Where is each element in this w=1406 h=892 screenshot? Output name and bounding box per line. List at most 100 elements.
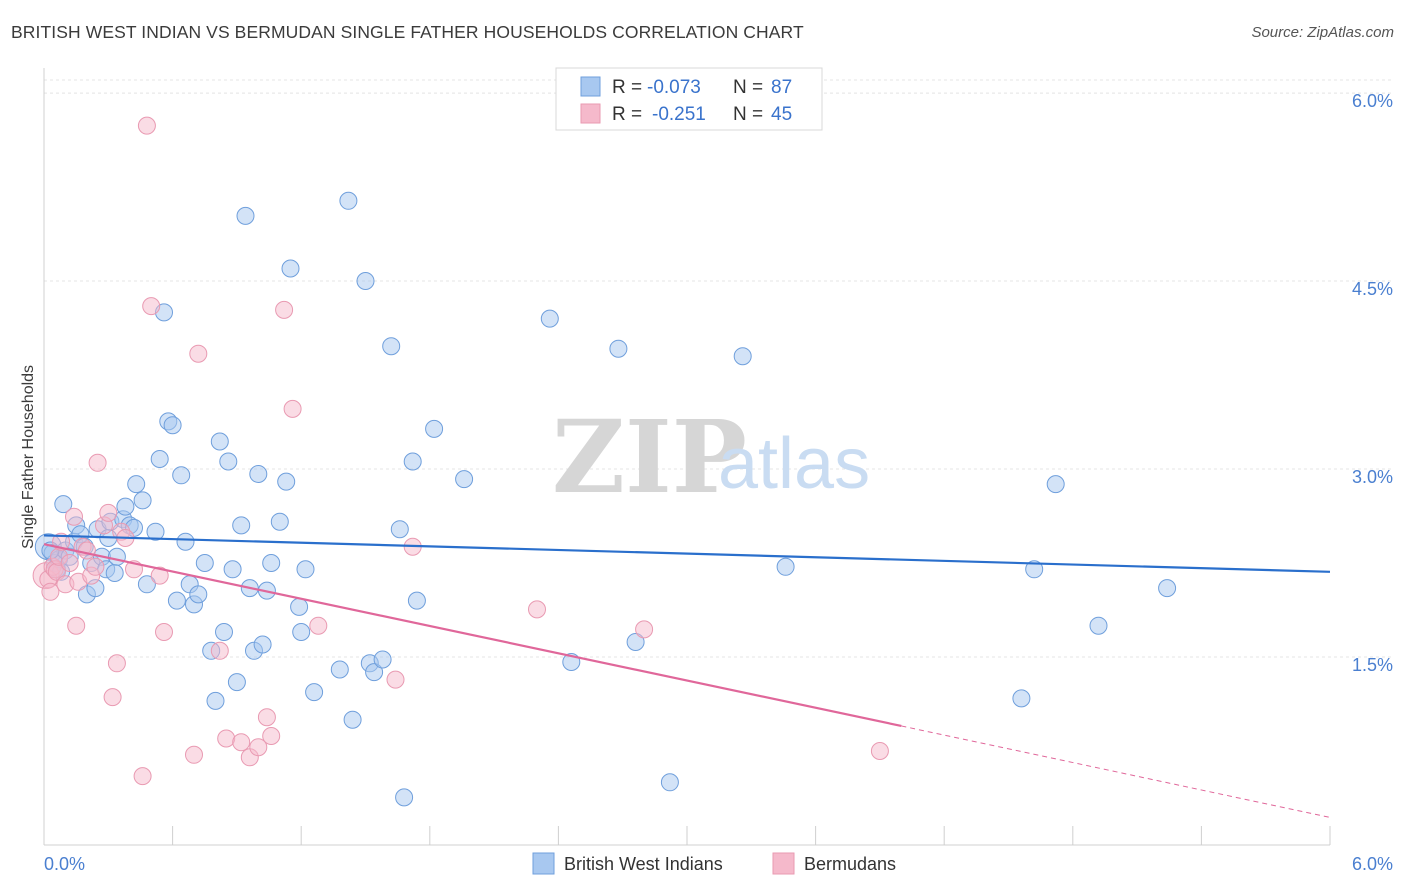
point-british-west-indian bbox=[206, 691, 225, 710]
trend-lines bbox=[43, 534, 1331, 818]
legend-swatch-pink bbox=[772, 852, 795, 875]
point-british-west-indian bbox=[733, 347, 752, 366]
point-bermudan bbox=[103, 688, 122, 707]
watermark-zip: ZIP bbox=[552, 398, 747, 516]
point-british-west-indian bbox=[281, 259, 300, 278]
point-british-west-indian bbox=[395, 788, 414, 807]
stats-n-label-blue: N = bbox=[733, 77, 763, 98]
point-british-west-indian bbox=[219, 452, 238, 471]
legend-swatch-blue bbox=[532, 852, 555, 875]
point-bermudan bbox=[257, 708, 276, 727]
point-british-west-indian bbox=[163, 416, 182, 435]
source-label: Source: ZipAtlas.com bbox=[1251, 24, 1394, 41]
y-tick-label: 3.0% bbox=[1352, 467, 1393, 487]
stats-r-label-blue: R = bbox=[612, 77, 642, 98]
stats-r-label-pink: R = bbox=[612, 104, 642, 125]
point-british-west-indian bbox=[189, 585, 208, 604]
point-bermudan bbox=[249, 738, 268, 757]
point-british-west-indian bbox=[330, 660, 349, 679]
point-british-west-indian bbox=[407, 591, 426, 610]
stats-r-value-pink: -0.251 bbox=[652, 104, 706, 125]
point-british-west-indian bbox=[236, 206, 255, 225]
point-bermudan bbox=[870, 742, 889, 760]
point-bermudan bbox=[185, 745, 203, 764]
point-british-west-indian bbox=[296, 560, 315, 579]
trend-line-bermudans bbox=[43, 543, 902, 728]
stats-swatch-blue bbox=[580, 76, 601, 97]
point-bermudan bbox=[635, 620, 654, 639]
point-british-west-indian bbox=[373, 650, 392, 669]
point-british-west-indian bbox=[262, 554, 281, 572]
point-british-west-indian bbox=[176, 532, 195, 551]
y-tick-labels: 1.5% 3.0% 4.5% 6.0% bbox=[1352, 91, 1393, 675]
point-british-west-indian bbox=[292, 623, 311, 641]
point-british-west-indian bbox=[356, 272, 375, 290]
stats-n-value-blue: 87 bbox=[771, 77, 792, 98]
point-british-west-indian bbox=[455, 470, 474, 489]
point-british-west-indian bbox=[167, 591, 186, 610]
point-british-west-indian bbox=[540, 309, 559, 328]
point-bermudan bbox=[60, 554, 79, 572]
x-tick-labels: 0.0% 6.0% bbox=[44, 854, 1393, 874]
point-british-west-indian bbox=[403, 452, 422, 471]
watermark-atlas: atlas bbox=[718, 424, 870, 504]
y-tick-label: 6.0% bbox=[1352, 91, 1393, 111]
point-bermudan bbox=[528, 600, 546, 619]
point-british-west-indian bbox=[1158, 579, 1177, 598]
y-tick-label: 1.5% bbox=[1352, 655, 1393, 675]
watermark: ZIP atlas bbox=[552, 398, 870, 516]
point-british-west-indian bbox=[390, 520, 409, 539]
point-british-west-indian bbox=[253, 635, 272, 654]
point-british-west-indian bbox=[146, 522, 165, 541]
point-british-west-indian bbox=[210, 432, 229, 451]
legend-label-bermudans: Bermudans bbox=[804, 854, 896, 874]
point-bermudan bbox=[232, 733, 251, 752]
point-british-west-indian bbox=[249, 465, 268, 483]
point-british-west-indian bbox=[232, 516, 251, 535]
point-british-west-indian bbox=[277, 472, 296, 491]
y-tick-label: 4.5% bbox=[1352, 279, 1393, 299]
point-bermudan bbox=[283, 399, 302, 418]
stats-box: R = -0.073 N = 87 R = -0.251 N = 45 bbox=[555, 67, 823, 131]
x-tick-label-max: 6.0% bbox=[1352, 854, 1393, 874]
chart-title: BRITISH WEST INDIAN VS BERMUDAN SINGLE F… bbox=[11, 22, 804, 42]
point-british-west-indian bbox=[1012, 689, 1031, 708]
point-british-west-indian bbox=[227, 673, 246, 692]
point-british-west-indian bbox=[54, 495, 73, 514]
stats-r-value-blue: -0.073 bbox=[647, 77, 701, 98]
point-british-west-indian bbox=[150, 450, 169, 468]
legend-label-british-west-indians: British West Indians bbox=[564, 854, 723, 874]
series-british-west-indians bbox=[34, 191, 1177, 807]
stats-n-value-pink: 45 bbox=[771, 104, 792, 125]
point-british-west-indian bbox=[127, 475, 146, 494]
point-british-west-indian bbox=[105, 564, 124, 582]
point-bermudan bbox=[142, 297, 161, 316]
point-bermudan bbox=[217, 729, 236, 748]
point-british-west-indian bbox=[172, 466, 191, 485]
point-british-west-indian bbox=[339, 191, 358, 210]
point-bermudan bbox=[275, 300, 294, 319]
point-bermudan bbox=[262, 727, 281, 745]
point-bermudan bbox=[155, 623, 173, 641]
point-british-west-indian bbox=[425, 419, 444, 438]
point-british-west-indian bbox=[290, 597, 309, 616]
point-british-west-indian bbox=[223, 560, 242, 579]
legend: British West Indians Bermudans bbox=[532, 852, 896, 875]
x-tick-label-min: 0.0% bbox=[44, 854, 85, 874]
point-bermudan bbox=[189, 344, 208, 363]
point-bermudan bbox=[309, 616, 328, 635]
point-british-west-indian bbox=[116, 497, 135, 516]
point-british-west-indian bbox=[660, 773, 679, 792]
point-british-west-indian bbox=[1025, 560, 1044, 579]
trend-line-british-west-indians bbox=[43, 534, 1331, 573]
point-british-west-indian bbox=[343, 710, 362, 729]
point-british-west-indian bbox=[1089, 616, 1108, 635]
point-british-west-indian bbox=[270, 512, 289, 531]
point-bermudan bbox=[65, 507, 83, 526]
point-british-west-indian bbox=[609, 339, 628, 358]
stats-swatch-pink bbox=[580, 103, 601, 124]
point-bermudan bbox=[41, 582, 60, 601]
trend-line-bermudans-extrapolated bbox=[901, 725, 1331, 818]
point-bermudan bbox=[210, 641, 229, 660]
